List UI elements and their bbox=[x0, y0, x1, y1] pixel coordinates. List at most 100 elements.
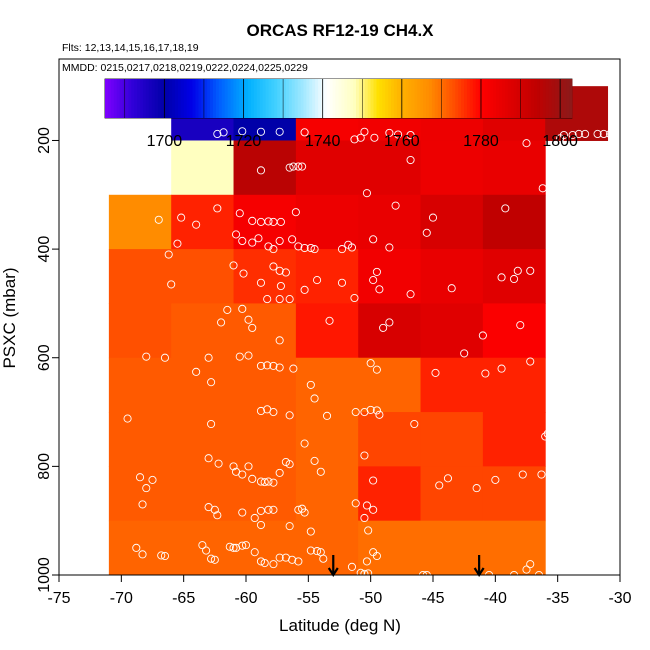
heatmap-cell bbox=[171, 140, 235, 196]
observation-point bbox=[306, 243, 315, 253]
observation-point bbox=[497, 273, 506, 282]
colorbar-segment bbox=[379, 79, 383, 118]
observation-point bbox=[360, 127, 369, 136]
colorbar-segment bbox=[280, 79, 284, 118]
colorbar-segment bbox=[373, 79, 377, 118]
colorbar-segment bbox=[458, 79, 462, 118]
observation-point bbox=[543, 429, 552, 438]
colorbar-segment bbox=[189, 79, 193, 118]
observation-point bbox=[369, 235, 378, 244]
colorbar-segment bbox=[411, 79, 415, 118]
heatmap-cell bbox=[295, 140, 359, 196]
colorbar-segment bbox=[332, 79, 336, 118]
colorbar-segment bbox=[154, 79, 158, 118]
observation-point bbox=[294, 505, 303, 514]
observation-point bbox=[526, 357, 535, 366]
observation-point bbox=[370, 133, 379, 142]
colorbar-segment bbox=[548, 79, 552, 118]
heatmap-cell bbox=[295, 357, 359, 413]
observation-point bbox=[219, 128, 228, 137]
observation-point bbox=[537, 470, 546, 479]
colorbar-segment bbox=[274, 79, 278, 118]
observation-point bbox=[154, 215, 163, 224]
colorbar-segment bbox=[370, 79, 374, 118]
observation-point bbox=[241, 541, 251, 550]
colorbar-segment bbox=[180, 79, 185, 118]
colorbar-segment bbox=[323, 79, 328, 118]
colorbar-segment bbox=[504, 79, 509, 118]
observation-point bbox=[281, 268, 290, 277]
colorbar-segment bbox=[318, 79, 322, 118]
observation-point bbox=[264, 217, 273, 226]
observation-point bbox=[263, 361, 272, 370]
colorbar-segment bbox=[140, 79, 144, 118]
observation-point bbox=[276, 281, 285, 291]
observation-point bbox=[385, 318, 394, 327]
colorbar-segment bbox=[417, 79, 421, 118]
observation-point bbox=[372, 365, 381, 374]
observation-point bbox=[217, 318, 226, 327]
observation-point bbox=[239, 269, 248, 278]
colorbar-segment bbox=[493, 79, 497, 118]
colorbar-segment bbox=[542, 79, 547, 118]
colorbar-segment bbox=[466, 79, 471, 118]
colorbar-segment bbox=[183, 79, 188, 118]
colorbar-segment bbox=[259, 79, 264, 118]
observation-point bbox=[356, 133, 365, 142]
observation-point bbox=[248, 238, 257, 247]
observation-point bbox=[350, 293, 359, 303]
observation-point bbox=[406, 130, 415, 140]
colorbar-segment bbox=[245, 79, 249, 118]
colorbar-segment bbox=[461, 79, 465, 118]
observation-point bbox=[369, 505, 378, 514]
observation-point bbox=[285, 460, 294, 469]
observation-point bbox=[177, 213, 186, 222]
observation-point bbox=[132, 543, 141, 552]
heatmap-cell bbox=[420, 466, 484, 522]
colorbar-segment bbox=[484, 79, 488, 118]
observation-point bbox=[289, 364, 298, 373]
colorbar-segment bbox=[107, 79, 112, 118]
heatmap-cell bbox=[358, 249, 422, 304]
y-tick-label: 600 bbox=[36, 344, 53, 371]
colorbar-segment bbox=[250, 79, 255, 118]
colorbar-segment bbox=[116, 79, 120, 118]
x-axis-label: Latitude (deg N) bbox=[279, 616, 401, 635]
colorbar-segment bbox=[157, 79, 161, 118]
observation-point bbox=[248, 216, 257, 225]
observation-point bbox=[300, 439, 309, 448]
chart-title: ORCAS RF12-19 CH4.X bbox=[246, 21, 434, 40]
observation-point bbox=[288, 555, 297, 564]
observation-point bbox=[559, 130, 568, 140]
observation-point bbox=[422, 228, 431, 237]
observation-point bbox=[142, 484, 151, 493]
observation-point bbox=[372, 551, 381, 561]
x-tick-label: -70 bbox=[110, 590, 133, 607]
observation-point bbox=[289, 162, 298, 171]
observation-point bbox=[472, 484, 481, 493]
observation-point bbox=[202, 546, 211, 555]
colorbar-segment bbox=[475, 79, 479, 118]
observation-point bbox=[443, 474, 453, 483]
colorbar-segment bbox=[233, 79, 237, 118]
observation-point bbox=[509, 274, 519, 284]
observation-point bbox=[269, 245, 278, 254]
heatmap-cell bbox=[420, 357, 484, 413]
observation-point bbox=[204, 454, 213, 463]
observation-point bbox=[275, 236, 284, 246]
observation-point bbox=[406, 155, 415, 165]
observation-point bbox=[379, 323, 388, 332]
observation-point bbox=[316, 467, 325, 476]
colorbar-segment bbox=[428, 79, 433, 118]
colorbar-segment bbox=[361, 79, 366, 118]
heatmap-cell bbox=[482, 249, 546, 304]
heatmap-cell bbox=[295, 520, 359, 576]
observation-point bbox=[260, 478, 269, 487]
colorbar-segment bbox=[396, 79, 401, 118]
observation-point bbox=[526, 560, 535, 569]
colorbar-segment bbox=[376, 79, 380, 118]
colorbar-segment bbox=[356, 79, 360, 118]
colorbar-segment bbox=[218, 79, 223, 118]
observation-point bbox=[275, 363, 284, 372]
